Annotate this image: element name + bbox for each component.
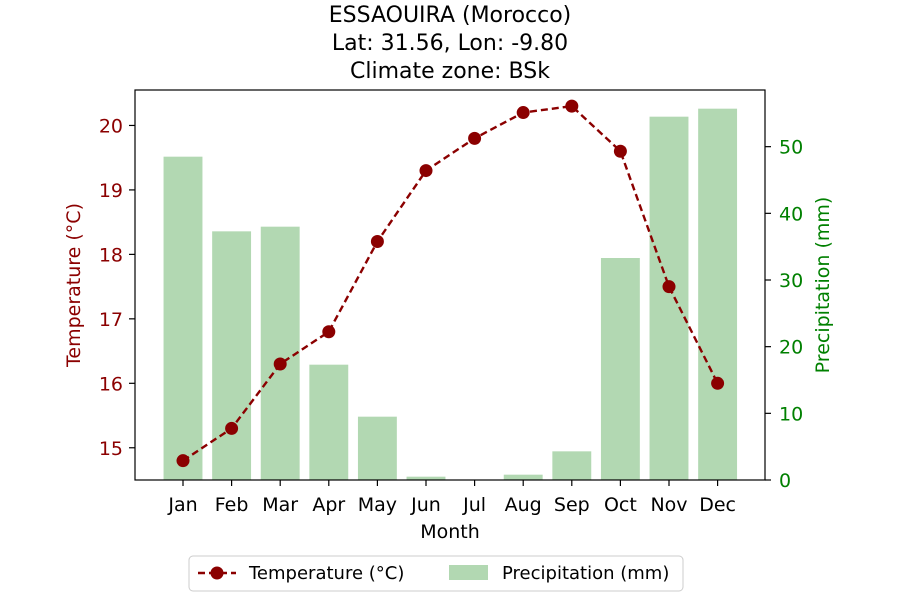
temperature-point-apr: [322, 325, 336, 339]
precipitation-bar-may: [357, 416, 397, 480]
chart-title-line-2: Lat: 31.56, Lon: -9.80: [332, 31, 568, 56]
right-y-tick-label: 10: [779, 403, 803, 425]
x-axis-label: Month: [420, 521, 480, 543]
left-y-axis: 15 16 17 18 19 20: [99, 115, 135, 460]
x-axis: Jan Feb Mar Apr May Jun Jul Aug Sep Oct Nov Dec: [167, 480, 736, 516]
temperature-point-mar: [273, 357, 287, 371]
legend-temperature-marker: [210, 566, 224, 580]
right-y-axis-label: Precipitation (mm): [812, 197, 834, 374]
x-tick-label: Sep: [554, 494, 590, 516]
x-tick-label: Aug: [505, 494, 542, 516]
x-tick-label: Jan: [167, 494, 197, 516]
precipitation-bar-jun: [406, 476, 446, 480]
x-tick-label: May: [358, 494, 397, 516]
legend-precipitation-swatch: [449, 565, 488, 580]
temperature-point-nov: [662, 280, 676, 294]
left-y-tick-label: 17: [99, 309, 123, 331]
precipitation-bar-sep: [552, 451, 592, 480]
temperature-line-path: [182, 104, 719, 462]
temperature-point-may: [370, 234, 384, 248]
temperature-point-jan: [176, 454, 190, 468]
left-y-tick-label: 20: [99, 115, 123, 137]
legend-temperature-label: Temperature (°C): [248, 563, 404, 584]
x-tick-label: Jun: [410, 494, 441, 516]
precipitation-bar-mar: [260, 226, 300, 480]
left-y-axis-label: Temperature (°C): [63, 203, 85, 368]
temperature-point-feb: [225, 421, 239, 435]
precipitation-bar-aug: [503, 474, 543, 480]
legend-precipitation-label: Precipitation (mm): [502, 563, 669, 584]
legend: Temperature (°C) Precipitation (mm): [188, 555, 684, 592]
legend-frame: [188, 555, 684, 592]
temperature-point-oct: [613, 144, 627, 158]
chart-title-line-3: Climate zone: BSk: [350, 59, 550, 84]
temperature-point-sep: [565, 99, 579, 113]
x-tick-label: Feb: [215, 494, 249, 516]
x-tick-label: Mar: [262, 494, 298, 516]
right-y-tick-label: 0: [779, 470, 791, 492]
left-y-tick-label: 18: [99, 244, 123, 266]
precipitation-bar-apr: [309, 364, 349, 480]
chart-title: ESSAOUIRA (Morocco) Lat: 31.56, Lon: -9.…: [329, 3, 572, 84]
right-y-tick-label: 20: [779, 337, 803, 359]
x-tick-label: Apr: [312, 494, 345, 516]
temperature-point-aug: [516, 106, 530, 120]
left-y-tick-label: 16: [99, 373, 123, 395]
left-y-tick-label: 19: [99, 180, 123, 202]
chart-title-line-1: ESSAOUIRA (Morocco): [329, 3, 572, 28]
plot-frame: [134, 89, 766, 481]
temperature-point-jul: [468, 131, 482, 145]
precipitation-bars: [163, 108, 738, 481]
right-y-axis: 0 10 20 30 40 50: [765, 137, 803, 492]
right-y-tick-label: 40: [779, 203, 803, 225]
x-tick-label: Oct: [604, 494, 637, 516]
x-tick-label: Dec: [699, 494, 736, 516]
precipitation-bar-oct: [600, 258, 640, 480]
precipitation-bar-nov: [649, 116, 689, 481]
left-y-tick-label: 15: [99, 438, 123, 460]
precipitation-bar-feb: [212, 231, 252, 480]
right-y-tick-label: 30: [779, 270, 803, 292]
temperature-line: [176, 99, 725, 468]
temperature-point-jun: [419, 164, 433, 178]
precipitation-bar-jan: [163, 156, 203, 481]
x-tick-label: Jul: [462, 494, 486, 516]
x-tick-label: Nov: [650, 494, 687, 516]
precipitation-bar-dec: [698, 108, 738, 481]
right-y-tick-label: 50: [779, 137, 803, 159]
temperature-point-dec: [711, 376, 725, 390]
